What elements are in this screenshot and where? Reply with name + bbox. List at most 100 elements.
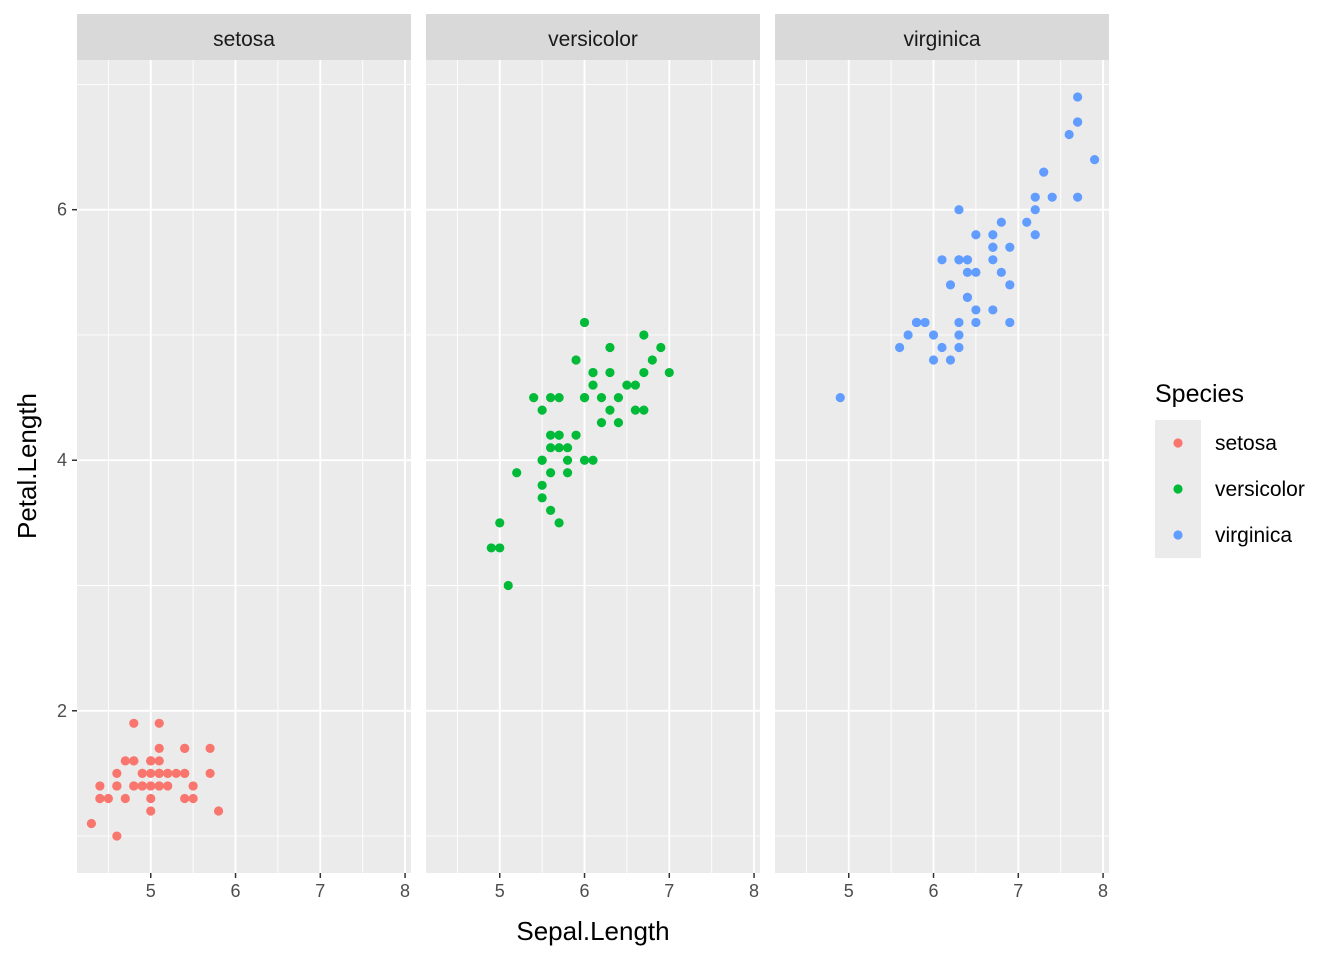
data-point: [546, 468, 556, 478]
data-point: [554, 443, 564, 453]
legend: Species setosa versicolor virginica: [1155, 380, 1305, 558]
data-point: [103, 793, 113, 804]
data-point: [962, 267, 973, 277]
legend-entry-versicolor: versicolor: [1155, 466, 1305, 512]
y-axis-title: Petal.Length: [12, 393, 42, 539]
x-tick-label: 8: [400, 881, 410, 901]
data-point: [622, 380, 632, 390]
data-point: [613, 393, 624, 403]
data-point: [954, 255, 964, 265]
data-point: [546, 430, 556, 440]
data-point: [1005, 280, 1015, 290]
data-point: [546, 505, 556, 515]
data-point: [596, 418, 607, 428]
legend-label: virginica: [1215, 524, 1292, 547]
data-point: [95, 781, 105, 791]
legend-label: versicolor: [1215, 478, 1305, 501]
data-point: [180, 768, 190, 779]
x-tick-label: 7: [664, 881, 674, 901]
data-point: [971, 230, 981, 240]
data-point: [562, 468, 573, 478]
panel-background: [426, 60, 760, 873]
x-axis-setosa: 5 6 7 8: [146, 873, 410, 901]
data-point: [954, 317, 964, 328]
data-point: [529, 393, 539, 403]
data-point: [639, 367, 649, 378]
data-point: [129, 718, 139, 728]
data-point: [1022, 217, 1032, 227]
facet-panels: setosa versicolor virginica: [77, 14, 1109, 873]
data-point: [486, 543, 496, 553]
data-point: [503, 580, 513, 591]
data-point: [962, 255, 973, 265]
facet-strip: [426, 14, 760, 60]
data-point: [154, 768, 164, 779]
x-tick-label: 7: [1013, 881, 1023, 901]
data-point: [146, 806, 156, 816]
panel-background: [77, 60, 411, 873]
data-point: [537, 455, 547, 465]
data-point: [588, 455, 598, 465]
x-tick-label: 5: [146, 881, 156, 901]
data-point: [579, 393, 590, 403]
x-tick-label: 8: [749, 881, 759, 901]
data-point: [129, 756, 139, 766]
data-point: [1005, 242, 1015, 252]
x-tick-label: 5: [844, 881, 854, 901]
data-point: [112, 781, 122, 791]
data-point: [1030, 205, 1040, 215]
data-point: [180, 793, 190, 804]
data-point: [613, 418, 624, 428]
data-point: [120, 793, 130, 804]
data-point: [554, 393, 564, 403]
data-point: [605, 405, 615, 415]
data-point: [146, 756, 156, 766]
data-point: [588, 380, 598, 390]
data-point: [579, 455, 590, 465]
data-point: [188, 781, 198, 791]
x-tick-label: 5: [495, 881, 505, 901]
data-point: [554, 518, 564, 528]
data-point: [954, 205, 964, 215]
data-point: [495, 543, 505, 553]
facet-panel-virginica: virginica: [775, 14, 1109, 873]
x-axis-versicolor: 5 6 7 8: [495, 873, 759, 901]
data-point: [639, 330, 649, 340]
data-point: [937, 255, 947, 265]
legend-point: [1173, 484, 1183, 494]
data-point: [137, 781, 147, 791]
data-point: [945, 280, 956, 290]
data-point: [945, 355, 956, 365]
data-point: [937, 342, 947, 353]
x-tick-label: 6: [580, 881, 590, 901]
legend-point: [1173, 438, 1183, 448]
facet-strip-label: virginica: [903, 28, 980, 51]
data-point: [971, 267, 981, 277]
data-point: [571, 355, 581, 365]
data-point: [112, 768, 122, 779]
data-point: [971, 317, 981, 328]
data-point: [205, 743, 215, 753]
data-point: [988, 305, 998, 315]
x-tick-label: 7: [315, 881, 325, 901]
data-point: [1089, 154, 1100, 165]
x-axis-virginica: 5 6 7 8: [844, 873, 1108, 901]
panel-background: [775, 60, 1109, 873]
data-point: [954, 330, 964, 340]
data-point: [903, 330, 913, 340]
legend-label: setosa: [1215, 432, 1277, 455]
x-tick-label: 6: [929, 881, 939, 901]
data-point: [895, 342, 905, 353]
data-point: [546, 393, 556, 403]
y-tick-label: 6: [57, 200, 67, 220]
data-point: [954, 342, 964, 353]
data-point: [154, 718, 164, 728]
legend-entry-setosa: setosa: [1155, 420, 1277, 466]
data-point: [495, 518, 505, 528]
data-point: [996, 267, 1006, 277]
data-point: [120, 756, 130, 766]
x-axis-title: Sepal.Length: [516, 916, 669, 946]
data-point: [971, 305, 981, 315]
data-point: [86, 818, 97, 829]
